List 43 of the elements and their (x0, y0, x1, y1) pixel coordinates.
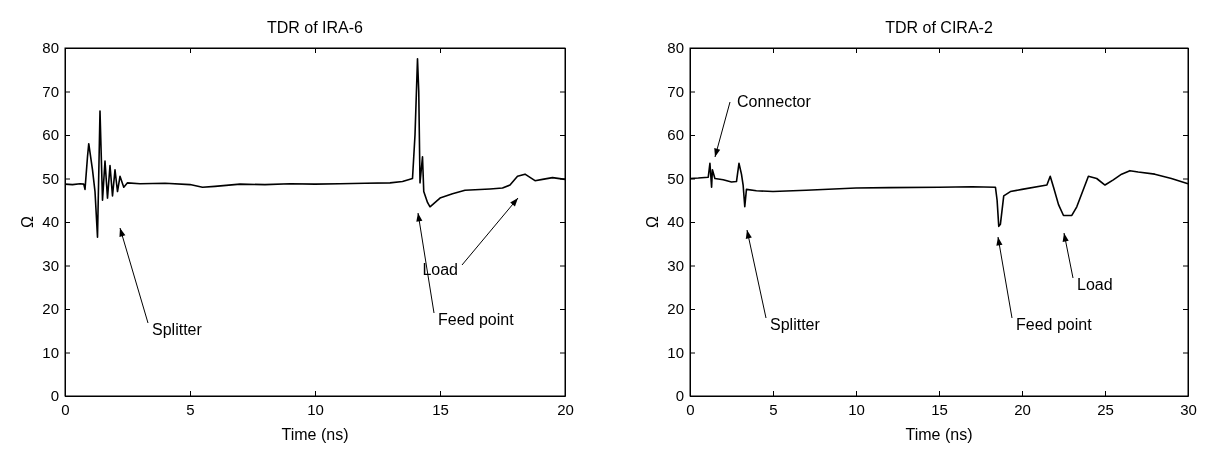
y-tick-label: 50 (42, 169, 59, 187)
y-tick-label: 40 (667, 213, 684, 231)
annotation: Feed point (438, 311, 515, 328)
annotation: Splitter (152, 321, 203, 338)
y-tick-label: 10 (667, 343, 684, 361)
x-tick-label: 10 (848, 400, 865, 418)
x-tick-label: 0 (686, 400, 695, 418)
y-tick-label: 30 (667, 256, 684, 274)
y-tick-label: 80 (42, 39, 59, 57)
x-tick-label: 10 (307, 400, 324, 418)
y-tick-label: 30 (42, 256, 59, 274)
x-axis-title: Time (ns) (905, 426, 973, 443)
y-tick-label: 10 (42, 343, 59, 361)
x-tick-label: 25 (1097, 400, 1114, 418)
y-tick-label: 50 (667, 169, 684, 187)
annotation: Load (422, 261, 458, 278)
x-tick-label: 0 (61, 400, 70, 418)
annotation: Feed point (1016, 316, 1093, 333)
x-tick-label: 15 (432, 400, 449, 418)
annotation: Splitter (770, 316, 821, 333)
y-tick-label: 20 (42, 300, 59, 318)
y-axis-title: Ω (644, 215, 661, 228)
y-tick-label: 0 (675, 387, 684, 405)
y-tick-label: 20 (667, 300, 684, 318)
y-tick-label: 70 (667, 82, 684, 100)
y-tick-label: 80 (667, 39, 684, 57)
y-tick-label: 60 (667, 126, 684, 144)
chart-title: TDR of CIRA-2 (885, 19, 993, 36)
y-tick-label: 0 (50, 387, 59, 405)
x-tick-label: 15 (931, 400, 948, 418)
y-tick-label: 60 (42, 126, 59, 144)
x-tick-label: 20 (557, 400, 574, 418)
y-tick-label: 40 (42, 213, 59, 231)
x-tick-label: 5 (186, 400, 195, 418)
y-axis-title: Ω (19, 215, 36, 228)
x-axis-title: Time (ns) (281, 426, 349, 443)
annotation: Connector (737, 93, 812, 110)
chart-title: TDR of IRA-6 (266, 19, 364, 36)
y-tick-label: 70 (42, 82, 59, 100)
x-tick-label: 30 (1180, 400, 1197, 418)
x-tick-label: 5 (769, 400, 778, 418)
x-tick-label: 20 (1014, 400, 1031, 418)
annotation: Load (1077, 276, 1113, 293)
